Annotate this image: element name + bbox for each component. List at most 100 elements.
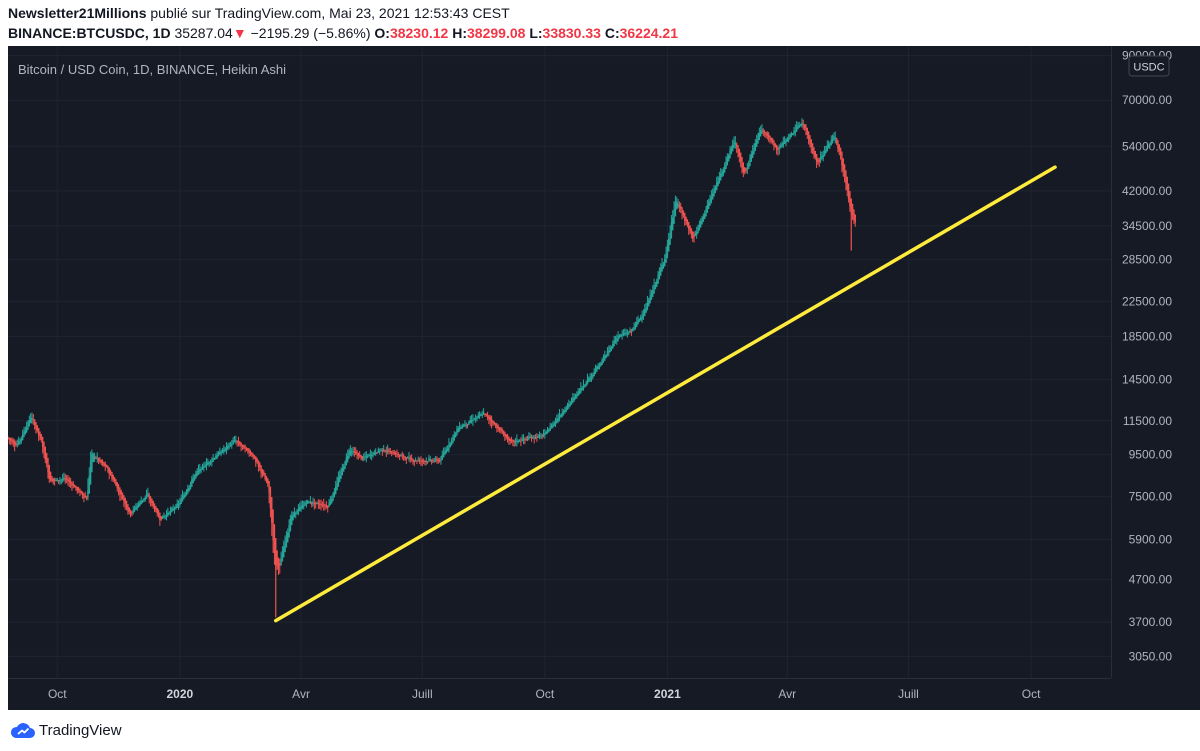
candle-body [309,501,312,503]
candle-body [179,502,181,506]
candle-body [810,139,812,148]
candle-body [52,478,54,482]
candle-body [136,506,138,509]
candle-body [264,473,266,479]
candle-body [428,458,430,462]
trendline-layer[interactable] [274,165,1057,623]
candle-body [500,428,502,431]
candle-body [137,504,140,508]
candle-body [163,516,165,518]
currency-badge[interactable] [1128,55,1170,77]
candle-body [200,469,202,471]
candle-body [815,153,818,162]
candle-body [522,438,525,441]
candle-body [195,473,197,479]
candle-body [807,131,810,140]
author-name[interactable]: Newsletter21Millions [8,5,147,21]
candle-body [701,219,703,225]
candle-body [404,456,406,459]
candle-body [380,449,382,452]
candle-body [444,451,446,456]
candle-body [149,496,152,501]
support-trendline[interactable] [274,165,1057,623]
y-tick-label: 4700.00 [1129,573,1173,587]
x-tick-label: Oct [1022,687,1041,701]
candle-body [570,400,573,405]
candle-body [402,455,405,457]
candle-body [707,202,710,209]
candle-body [193,476,196,481]
candle-body [835,137,838,143]
candle-body [682,210,685,216]
y-tick-label: 18500.00 [1122,329,1172,343]
symbol-label[interactable]: BINANCE:BTCUSDC, 1D [8,25,171,41]
last-price: 35287.04 [174,25,233,41]
candle-body [517,440,519,442]
candle-body [577,391,579,397]
grid-lines [8,46,1111,678]
candle-body [127,504,129,511]
candle-body [762,131,765,133]
candle-body [239,441,241,445]
candle-body [613,341,615,347]
candle-body [364,456,366,458]
candle-body [433,460,435,462]
candle-body [120,490,122,495]
candle-body [112,474,114,480]
candle-body [850,198,852,210]
candle-body [131,512,133,514]
candle-body [123,495,125,502]
candle-body [785,141,787,143]
low-label: L: [529,25,543,41]
candle-body [593,371,595,377]
candle-body [328,503,330,507]
candle-body [401,455,404,457]
candle-body [296,510,298,515]
candle-body [41,436,44,447]
candle-body [362,457,365,459]
candle-body [209,461,212,464]
x-tick-label: Juill [898,687,919,701]
candle-body [617,336,619,341]
candle-body [680,205,682,209]
candle-body [356,451,358,455]
candle-body [492,420,494,424]
candle-body [331,499,333,504]
candle-body [145,493,148,499]
candle-body [233,439,236,443]
candle-body [458,427,461,431]
chart-panel[interactable]: 90000.0070000.0054000.0042000.0034500.00… [8,46,1200,710]
candle-body [207,462,209,466]
candle-body [268,480,270,493]
candle-body [21,434,24,441]
candle-body [561,413,563,417]
candle-body [520,440,522,442]
price-chart[interactable]: 90000.0070000.0054000.0042000.0034500.00… [8,46,1200,710]
currency-label[interactable]: USDC [1133,62,1164,74]
candle-body [661,265,663,272]
candle-body [8,437,11,440]
candle-body [277,557,280,570]
tradingview-brand[interactable]: TradingView [39,722,122,739]
candle-body [557,418,559,422]
candle-body [677,203,679,206]
candle-body [280,558,282,565]
candle-body [786,138,788,142]
candle-body [529,436,531,438]
candle-body [148,494,150,499]
y-axis[interactable]: 90000.0070000.0054000.0042000.0034500.00… [1111,46,1173,678]
candle-body [620,334,622,337]
tradingview-logo-icon[interactable] [10,721,36,739]
x-axis[interactable]: Oct 2020 Avr Juill Oct 2021 Avr Juill Oct [8,678,1111,702]
candle-body [454,433,457,438]
candle-body [509,438,511,441]
x-tick-label: 2021 [654,687,681,701]
candle-body [638,319,641,322]
candle-body [141,500,144,503]
candle-body [425,460,427,462]
candle-body [586,379,589,385]
candle-body [660,267,662,276]
down-arrow-icon: ▼ [232,25,247,41]
candle-body [783,140,786,144]
candle-body [216,454,218,458]
